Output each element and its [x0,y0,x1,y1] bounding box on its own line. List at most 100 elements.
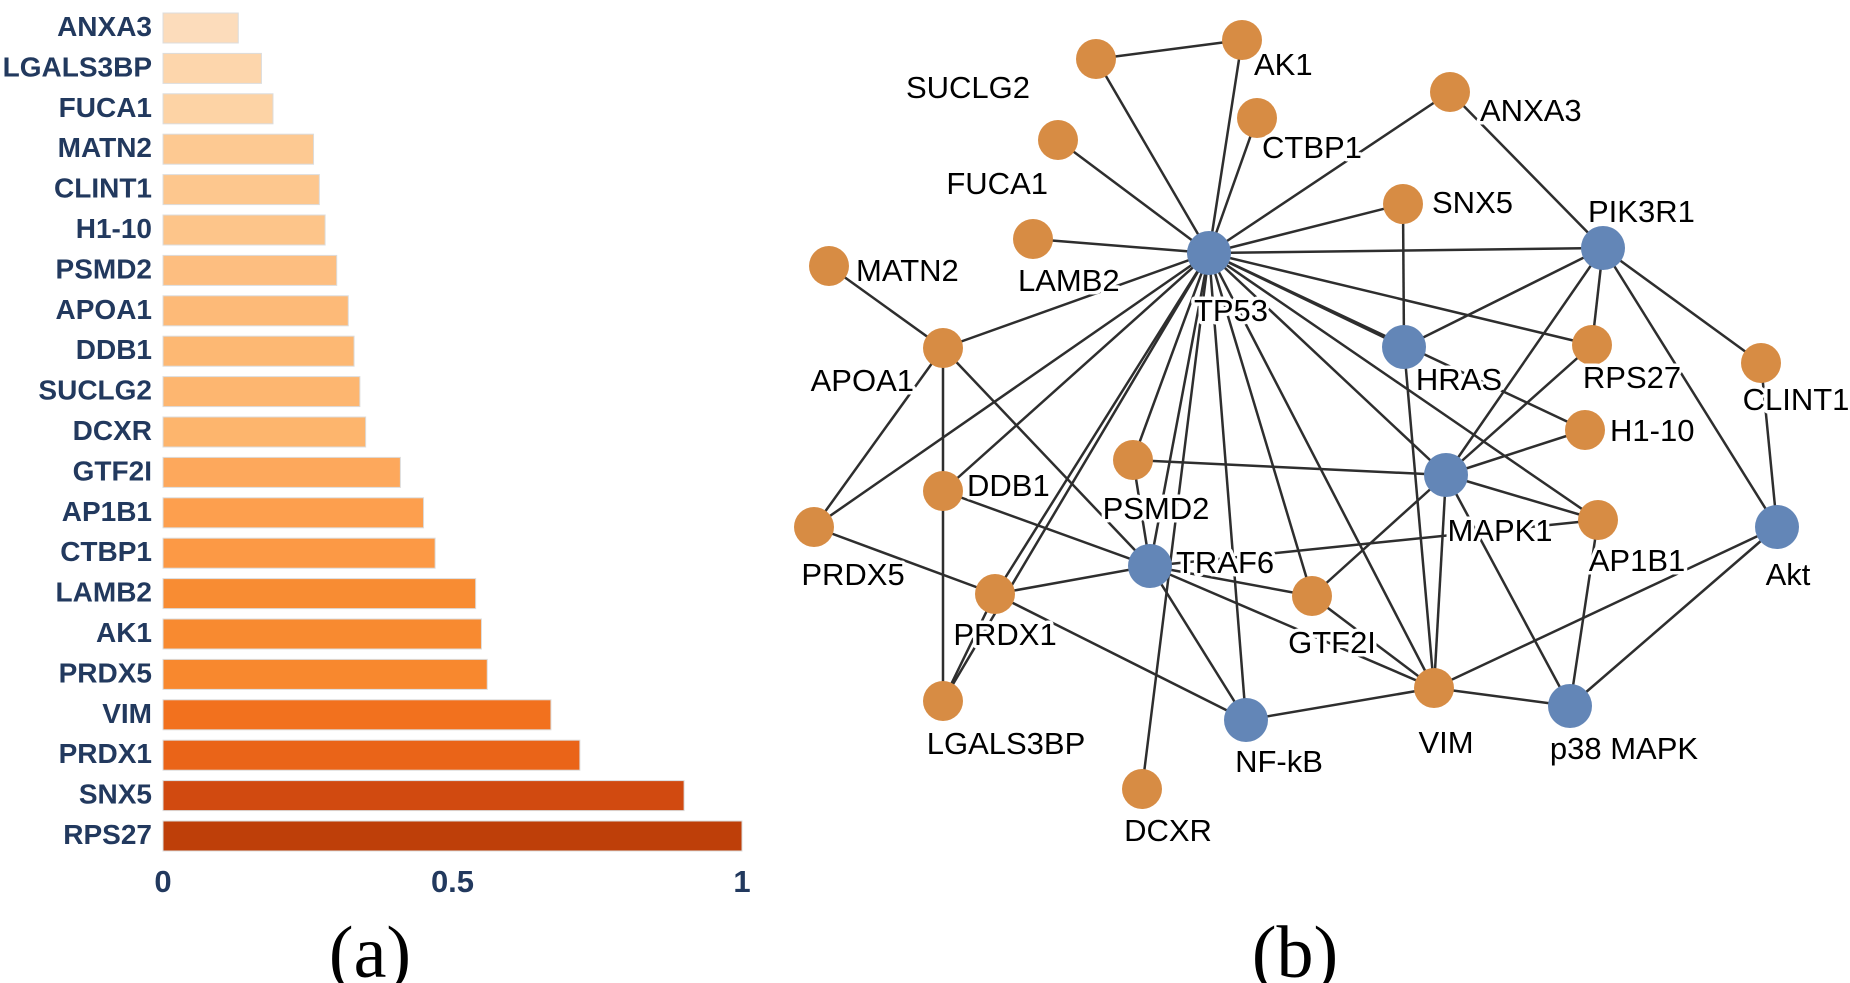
edge-TRAF6-VIM [1149,564,1435,690]
caption-a: (a) [329,912,411,983]
node-label-SUCLG2: SUCLG2 [906,70,1030,105]
bar-label-ANXA3: ANXA3 [57,11,152,42]
node-label-PSMD2: PSMD2 [1103,491,1210,526]
node-label-GTF2I: GTF2I [1288,625,1376,660]
bar-DDB1 [162,335,355,367]
bar-label-PSMD2: PSMD2 [56,253,152,284]
bar-label-FUCA1: FUCA1 [59,92,152,123]
bar-H1-10 [162,214,326,246]
edge-TP53-PIK3R1 [1208,246,1604,255]
edge-PSMD2-MAPK1 [1132,458,1447,477]
panel-captions: (a) (b) [329,912,1338,983]
bar-AK1 [162,618,482,650]
bar-PRDX1 [162,739,581,771]
node-TP53 [1187,231,1231,275]
bar-RPS27 [162,820,743,852]
node-p38 MAPK [1548,684,1592,728]
node-label-MAPK1: MAPK1 [1447,513,1552,548]
node-label-AP1B1: AP1B1 [1589,543,1686,578]
edge-TP53-RPS27 [1208,251,1593,347]
edge-TP53-AK1 [1207,39,1244,254]
node-label-PRDX5: PRDX5 [801,557,904,592]
node-label-APOA1: APOA1 [811,363,914,398]
node-NF-kB [1224,698,1268,742]
bar-PSMD2 [162,254,338,286]
node-VIM [1414,668,1454,708]
node-label-HRAS: HRAS [1416,362,1502,397]
node-RPS27 [1572,325,1612,365]
node-LAMB2 [1013,219,1053,259]
edge-PRDX5-PRDX1 [813,525,996,596]
node-label-CLINT1: CLINT1 [1743,382,1850,417]
edge-SNX5-HRAS [1401,203,1406,348]
edge-MAPK1-VIM [1432,474,1448,689]
network-edges [812,38,1779,790]
edge-MAPK1-RPS27 [1445,344,1593,476]
x-axis-tick-label: 0.5 [431,864,474,899]
edge-PRDX1-TRAF6 [994,564,1151,596]
node-H1-10 [1565,410,1605,450]
node-AK1 [1222,20,1262,60]
node-label-p38 MAPK: p38 MAPK [1550,731,1699,766]
edge-MAPK1-H1-10 [1445,428,1586,477]
network-nodes [794,20,1799,809]
edge-VIM-NF-kB [1245,686,1435,722]
edge-TP53-DDB1 [942,252,1210,492]
edge-TRAF6-AP1B1 [1149,518,1599,568]
edge-TP53-HRAS [1208,251,1405,349]
bar-label-RPS27: RPS27 [63,819,152,850]
edge-PIK3R1-CLINT1 [1602,246,1762,365]
edge-TP53-LGALS3BP [941,252,1211,702]
edge-PRDX1-NF-kB [994,592,1247,722]
bar-PRDX5 [162,658,488,690]
node-TRAF6 [1128,544,1172,588]
edge-PIK3R1-MAPK1 [1444,247,1605,476]
node-label-AK1: AK1 [1254,47,1313,82]
node-label-DCXR: DCXR [1124,813,1212,848]
node-label-LGALS3BP: LGALS3BP [927,726,1086,761]
edge-TP53-PRDX1 [993,252,1211,595]
bar-LAMB2 [162,578,477,610]
edge-TP53-SUCLG2 [1094,58,1211,254]
bar-GTF2I [162,456,401,488]
node-MATN2 [809,246,849,286]
bar-label-LGALS3BP: LGALS3BP [3,51,152,82]
bar-label-CLINT1: CLINT1 [54,173,152,204]
node-SNX5 [1383,184,1423,224]
edge-AP1B1-p38 MAPK [1568,519,1600,707]
network-labels: SUCLG2 AK1 CTBP1 ANXA3 FUCA1 LAMB2 MATN2 SNX5 AP… [798,44,1850,852]
x-axis-tick-label: 1 [733,864,750,899]
edge-APOA1-PRDX5 [812,347,945,528]
edge-TP53-AP1B1 [1208,251,1599,522]
node-CTBP1 [1237,98,1277,138]
node-DCXR [1122,769,1162,809]
node-label-FUCA1: FUCA1 [946,166,1048,201]
bar-ANXA3 [162,12,239,44]
node-label-TRAF6: TRAF6 [1176,545,1274,580]
node-label-ANXA3: ANXA3 [1480,93,1582,128]
edge-SUCLG2-AK1 [1095,38,1243,61]
edge-TP53-VIM [1207,252,1436,689]
bar-chart-panel: ANXA3 LGALS3BP FUCA1 MATN2 CLINT1 H1-10 PSMD2 A… [3,11,751,899]
node-label-CTBP1: CTBP1 [1262,130,1362,165]
edge-TP53-LAMB2 [1032,237,1210,255]
bar-label-AK1: AK1 [96,617,152,648]
bar-label-DCXR: DCXR [73,415,152,446]
bar-AP1B1 [162,497,425,529]
bar-DCXR [162,416,367,448]
node-PRDX5 [794,507,834,547]
node-label-DDB1: DDB1 [967,468,1050,503]
node-label-VIM: VIM [1418,725,1473,760]
node-MAPK1 [1424,453,1468,497]
edge-TP53-GTF2I [1207,252,1314,597]
edge-ANXA3-PIK3R1 [1449,91,1604,249]
bar-label-SNX5: SNX5 [79,779,152,810]
caption-b: (b) [1252,912,1338,983]
node-HRAS [1382,325,1426,369]
node-label-NF-kB: NF-kB [1235,744,1323,779]
edge-TRAF6-NF-kB [1148,565,1248,721]
node-label-MATN2: MATN2 [856,253,959,288]
edge-TP53-SNX5 [1208,202,1404,255]
